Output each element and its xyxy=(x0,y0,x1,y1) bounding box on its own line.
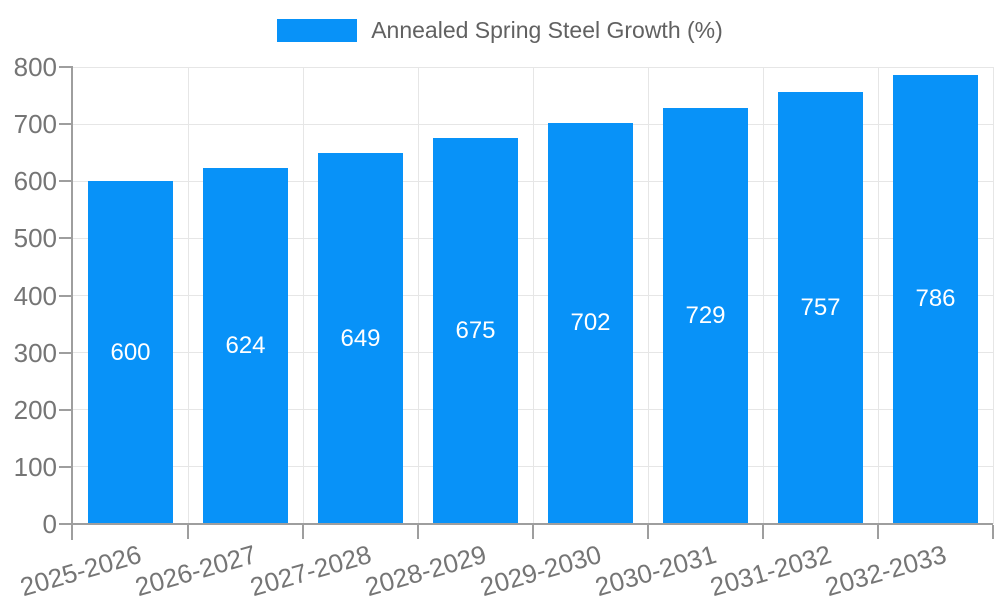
y-tick-label: 600 xyxy=(13,166,57,197)
vertical-gridline xyxy=(532,67,534,524)
x-tick-label: 2025-2026 xyxy=(16,539,145,600)
y-tick-mark xyxy=(59,294,73,297)
bar-2025-2026[interactable] xyxy=(88,181,173,523)
y-tick-label: 200 xyxy=(13,394,57,425)
legend[interactable]: Annealed Spring Steel Growth (%) xyxy=(0,17,1000,44)
y-tick-label: 400 xyxy=(13,280,57,311)
x-tick-label: 2029-2030 xyxy=(476,539,605,600)
y-tick-mark xyxy=(59,123,73,126)
x-tick-mark xyxy=(762,525,764,539)
bar-2031-2032[interactable] xyxy=(778,91,863,523)
x-tick-label: 2032-2033 xyxy=(821,539,950,600)
vertical-gridline xyxy=(187,67,189,524)
vertical-gridline xyxy=(417,67,419,524)
y-tick-label: 800 xyxy=(13,52,57,82)
vertical-gridline xyxy=(762,67,764,524)
bar-2028-2029[interactable] xyxy=(433,138,518,523)
vertical-gridline xyxy=(877,67,879,524)
x-tick-label: 2028-2029 xyxy=(361,539,490,600)
x-tick-label: 2030-2031 xyxy=(591,539,720,600)
x-tick-label: 2026-2027 xyxy=(131,539,260,600)
y-tick-label: 300 xyxy=(13,337,57,368)
x-tick-mark xyxy=(647,525,649,539)
bar-2032-2033[interactable] xyxy=(893,74,978,523)
x-tick-mark xyxy=(187,525,189,539)
bar-2027-2028[interactable] xyxy=(318,153,403,523)
bar-value-label: 729 xyxy=(685,301,726,329)
y-tick-mark xyxy=(59,408,73,411)
y-tick-label: 500 xyxy=(13,223,57,254)
y-tick-mark xyxy=(59,351,73,354)
vertical-gridline xyxy=(992,67,994,524)
x-tick-mark xyxy=(877,525,879,539)
bar-value-label: 600 xyxy=(110,338,151,366)
legend-swatch xyxy=(277,19,358,42)
y-tick-mark xyxy=(59,237,73,240)
x-tick-label: 2027-2028 xyxy=(246,539,375,600)
bar-2029-2030[interactable] xyxy=(548,122,633,523)
y-axis-line xyxy=(71,67,73,540)
x-tick-mark xyxy=(532,525,534,539)
bar-value-label: 757 xyxy=(800,293,841,321)
x-axis-line xyxy=(73,523,993,525)
y-tick-label: 700 xyxy=(13,109,57,140)
bar-value-label: 702 xyxy=(570,309,611,337)
bar-value-label: 675 xyxy=(455,317,496,345)
x-tick-mark xyxy=(417,525,419,539)
y-tick-mark xyxy=(59,180,73,183)
vertical-gridline xyxy=(647,67,649,524)
y-tick-label: 0 xyxy=(42,509,57,539)
bar-2030-2031[interactable] xyxy=(663,107,748,523)
vertical-gridline xyxy=(302,67,304,524)
bar-value-label: 624 xyxy=(225,331,266,359)
y-tick-mark xyxy=(59,465,73,468)
bar-value-label: 786 xyxy=(915,285,956,313)
bar-2026-2027[interactable] xyxy=(203,167,288,523)
y-tick-mark xyxy=(59,66,73,68)
bar-value-label: 649 xyxy=(340,324,381,352)
x-tick-mark xyxy=(302,525,304,539)
x-tick-label: 2031-2032 xyxy=(706,539,835,600)
y-tick-mark xyxy=(59,523,73,525)
x-tick-mark xyxy=(992,525,994,539)
y-tick-label: 100 xyxy=(13,451,57,482)
legend-label: Annealed Spring Steel Growth (%) xyxy=(371,17,723,43)
